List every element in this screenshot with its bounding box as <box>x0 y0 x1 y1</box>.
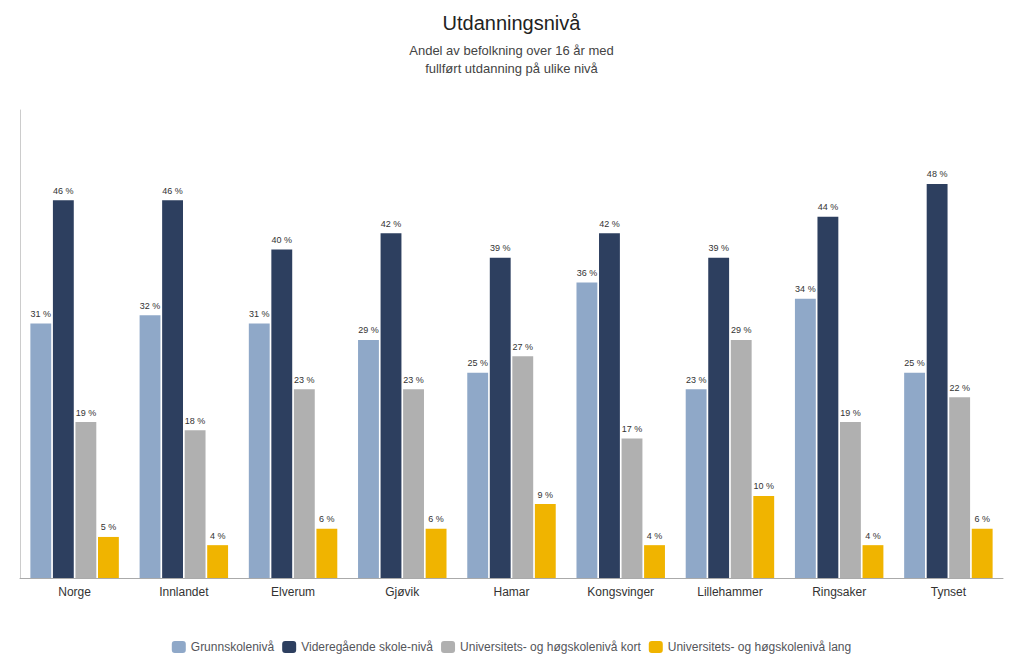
svg-text:25 %: 25 % <box>467 358 488 368</box>
svg-text:4 %: 4 % <box>865 531 881 541</box>
svg-text:Elverum: Elverum <box>271 585 315 599</box>
svg-text:Hamar: Hamar <box>493 585 529 599</box>
svg-text:46 %: 46 % <box>162 186 183 196</box>
svg-text:19 %: 19 % <box>840 408 861 418</box>
svg-text:32 %: 32 % <box>140 301 161 311</box>
svg-text:29 %: 29 % <box>731 325 752 335</box>
svg-text:22 %: 22 % <box>949 383 970 393</box>
svg-text:6 %: 6 % <box>974 514 990 524</box>
svg-text:fullført utdanning på ulike ni: fullført utdanning på ulike nivå <box>425 61 598 76</box>
svg-text:10 %: 10 % <box>753 481 774 491</box>
svg-text:27 %: 27 % <box>513 342 534 352</box>
svg-text:Norge: Norge <box>58 585 91 599</box>
svg-text:5 %: 5 % <box>101 522 117 532</box>
svg-text:Innlandet: Innlandet <box>159 585 209 599</box>
svg-text:36 %: 36 % <box>577 268 598 278</box>
svg-text:Grunnskolenivå: Grunnskolenivå <box>191 640 275 654</box>
svg-text:4 %: 4 % <box>647 531 663 541</box>
svg-text:17 %: 17 % <box>622 424 643 434</box>
svg-text:6 %: 6 % <box>319 514 335 524</box>
svg-text:25 %: 25 % <box>904 358 925 368</box>
svg-text:23 %: 23 % <box>294 375 315 385</box>
svg-text:40 %: 40 % <box>272 235 293 245</box>
svg-text:23 %: 23 % <box>686 375 707 385</box>
svg-text:42 %: 42 % <box>381 219 402 229</box>
svg-text:6 %: 6 % <box>428 514 444 524</box>
svg-text:31 %: 31 % <box>31 309 52 319</box>
svg-text:9 %: 9 % <box>538 490 554 500</box>
svg-text:39 %: 39 % <box>490 243 511 253</box>
svg-text:18 %: 18 % <box>185 416 206 426</box>
svg-text:48 %: 48 % <box>927 169 948 179</box>
svg-text:39 %: 39 % <box>708 243 729 253</box>
svg-text:Lillehammer: Lillehammer <box>697 585 762 599</box>
svg-text:4 %: 4 % <box>210 531 226 541</box>
svg-text:Andel av befolkning over 16 år: Andel av befolkning over 16 år med <box>409 43 614 58</box>
svg-text:Kongsvinger: Kongsvinger <box>587 585 654 599</box>
svg-text:Utdanningsnivå: Utdanningsnivå <box>443 12 582 34</box>
svg-text:44 %: 44 % <box>818 202 839 212</box>
svg-text:19 %: 19 % <box>76 408 97 418</box>
svg-text:34 %: 34 % <box>795 284 816 294</box>
svg-text:Gjøvik: Gjøvik <box>385 585 420 599</box>
svg-text:29 %: 29 % <box>358 325 379 335</box>
svg-text:31 %: 31 % <box>249 309 270 319</box>
svg-text:42 %: 42 % <box>599 219 620 229</box>
svg-text:Universitets- og høgskolenivå: Universitets- og høgskolenivå kort <box>460 640 641 654</box>
svg-text:Tynset: Tynset <box>931 585 967 599</box>
svg-text:23 %: 23 % <box>403 375 424 385</box>
svg-text:Ringsaker: Ringsaker <box>812 585 866 599</box>
svg-text:Videregående skole-nivå: Videregående skole-nivå <box>301 640 433 654</box>
svg-text:46 %: 46 % <box>53 186 74 196</box>
svg-text:Universitets- og høgskolenivå: Universitets- og høgskolenivå lang <box>668 640 851 654</box>
